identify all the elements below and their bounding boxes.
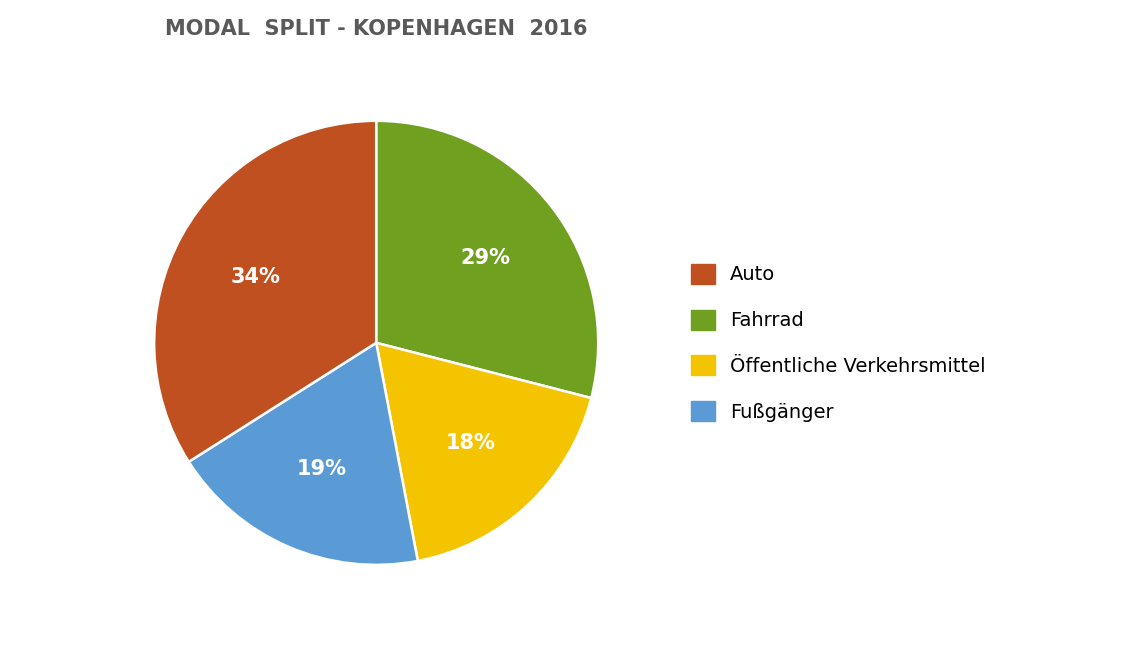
Text: 29%: 29% — [459, 248, 510, 268]
Title: MODAL  SPLIT - KOPENHAGEN  2016: MODAL SPLIT - KOPENHAGEN 2016 — [165, 19, 587, 39]
Wedge shape — [154, 121, 376, 462]
Text: 34%: 34% — [230, 266, 280, 287]
Legend: Auto, Fahrrad, Öffentliche Verkehrsmittel, Fußgänger: Auto, Fahrrad, Öffentliche Verkehrsmitte… — [691, 264, 986, 422]
Wedge shape — [376, 343, 592, 561]
Text: 19%: 19% — [296, 459, 347, 479]
Wedge shape — [189, 343, 417, 565]
Wedge shape — [376, 121, 598, 398]
Text: 18%: 18% — [446, 433, 496, 453]
